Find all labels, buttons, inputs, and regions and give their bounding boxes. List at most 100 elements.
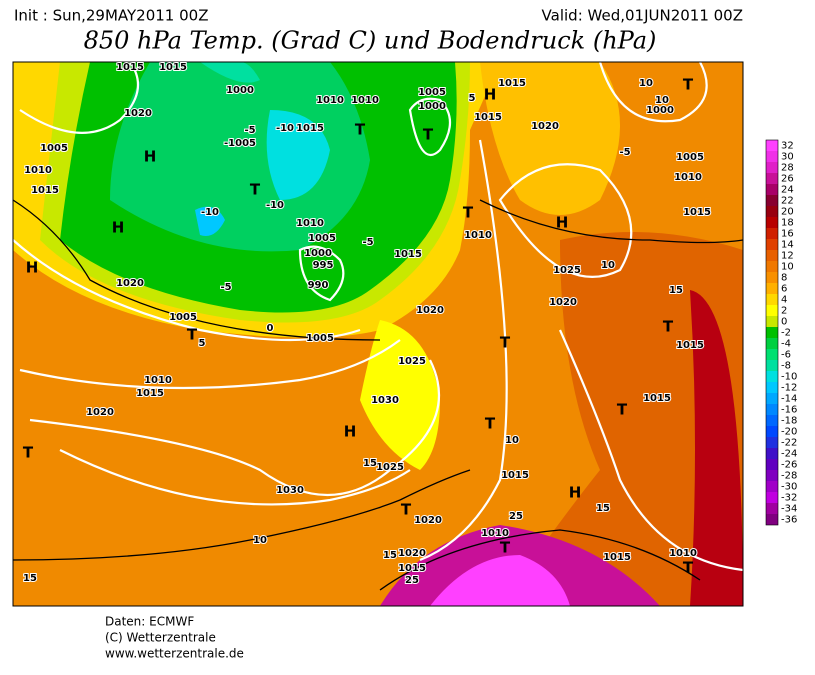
pressure-center: T	[617, 401, 628, 419]
pressure-center: H	[569, 484, 582, 502]
contour-label: 1010	[296, 218, 324, 229]
pressure-center: H	[112, 219, 125, 237]
colorbar-swatch	[766, 228, 778, 239]
contour-label: 1015	[159, 62, 187, 73]
colorbar-swatch	[766, 250, 778, 261]
pressure-center: H	[556, 214, 569, 232]
colorbar-swatch	[766, 140, 778, 151]
colorbar-label: -4	[781, 339, 791, 350]
contour-label: 995	[313, 260, 334, 271]
contour-label: -5	[362, 237, 373, 248]
pressure-center: T	[355, 121, 366, 139]
colorbar-swatch	[766, 162, 778, 173]
contour-label: 1020	[116, 278, 144, 289]
colorbar-swatch	[766, 382, 778, 393]
pressure-center: T	[485, 415, 496, 433]
contour-label: 1015	[676, 340, 704, 351]
colorbar-swatch	[766, 272, 778, 283]
contour-label: 1000	[304, 248, 332, 259]
contour-label: -5	[244, 125, 255, 136]
contour-label: 1020	[549, 297, 577, 308]
footer-line: Daten: ECMWF	[105, 615, 194, 629]
colorbar-label: 30	[781, 152, 794, 163]
colorbar-label: 20	[781, 207, 794, 218]
contour-label: 25	[405, 575, 419, 586]
colorbar-swatch	[766, 305, 778, 316]
pressure-center: T	[500, 334, 511, 352]
valid-time: Valid: Wed,01JUN2011 00Z	[542, 7, 743, 25]
map-field	[13, 62, 743, 606]
colorbar-swatch	[766, 371, 778, 382]
colorbar-label: -16	[781, 405, 797, 416]
colorbar-swatch	[766, 283, 778, 294]
colorbar-swatch	[766, 470, 778, 481]
colorbar-swatch	[766, 415, 778, 426]
pressure-center: T	[401, 501, 412, 519]
contour-label: 5	[199, 338, 206, 349]
contour-label: 1020	[86, 407, 114, 418]
colorbar-label: -6	[781, 350, 791, 361]
colorbar-label: 6	[781, 284, 787, 295]
colorbar-label: 14	[781, 240, 794, 251]
colorbar-swatch	[766, 360, 778, 371]
colorbar-label: -34	[781, 504, 797, 515]
contour-label: 1015	[501, 470, 529, 481]
colorbar-label: 22	[781, 196, 794, 207]
contour-label: 1015	[643, 393, 671, 404]
pressure-center: H	[26, 259, 39, 277]
contour-label: -10	[201, 207, 219, 218]
colorbar-label: -14	[781, 394, 797, 405]
colorbar-swatch	[766, 492, 778, 503]
pressure-center: T	[187, 326, 198, 344]
contour-label: 1015	[136, 388, 164, 399]
contour-label: 1010	[351, 95, 379, 106]
colorbar-swatch	[766, 437, 778, 448]
contour-label: 1015	[398, 563, 426, 574]
contour-label: 1025	[398, 356, 426, 367]
contour-label: 1000	[418, 101, 446, 112]
colorbar-swatch	[766, 239, 778, 250]
contour-label: 1020	[414, 515, 442, 526]
contour-label: -1005	[224, 138, 256, 149]
colorbar-swatch	[766, 514, 778, 525]
map-frame	[12, 61, 744, 607]
contour-label: 1015	[498, 78, 526, 89]
contour-label: -5	[619, 147, 630, 158]
contour-label: 1015	[31, 185, 59, 196]
contour-label: 15	[363, 458, 377, 469]
colorbar-swatch	[766, 217, 778, 228]
contour-label: 1015	[603, 552, 631, 563]
colorbar-label: -28	[781, 471, 797, 482]
contour-label: 1010	[144, 375, 172, 386]
colorbar-swatch	[766, 173, 778, 184]
colorbar-swatch	[766, 349, 778, 360]
colorbar-label: -2	[781, 328, 791, 339]
footer-line: (C) Wetterzentrale	[105, 631, 216, 645]
contour-label: 990	[308, 280, 329, 291]
pressure-center: H	[144, 148, 157, 166]
colorbar-label: 0	[781, 317, 787, 328]
contour-label: 1010	[669, 548, 697, 559]
pressure-center: H	[344, 423, 357, 441]
contour-label: 1005	[169, 312, 197, 323]
pressure-center: T	[500, 539, 511, 557]
colorbar-label: 18	[781, 218, 794, 229]
contour-label: 1005	[40, 143, 68, 154]
contour-label: -5	[220, 282, 231, 293]
contour-label: 1005	[418, 87, 446, 98]
pressure-center: T	[683, 76, 694, 94]
colorbar-label: 4	[781, 295, 787, 306]
colorbar-swatch	[766, 459, 778, 470]
colorbar-label: 8	[781, 273, 787, 284]
contour-label: 10	[505, 435, 519, 446]
colorbar-label: -18	[781, 416, 797, 427]
pressure-center: T	[250, 181, 261, 199]
pressure-center: T	[663, 318, 674, 336]
colorbar-label: -24	[781, 449, 797, 460]
colorbar-swatch	[766, 404, 778, 415]
colorbar-swatch	[766, 448, 778, 459]
colorbar-swatch	[766, 195, 778, 206]
contour-label: 1020	[124, 108, 152, 119]
